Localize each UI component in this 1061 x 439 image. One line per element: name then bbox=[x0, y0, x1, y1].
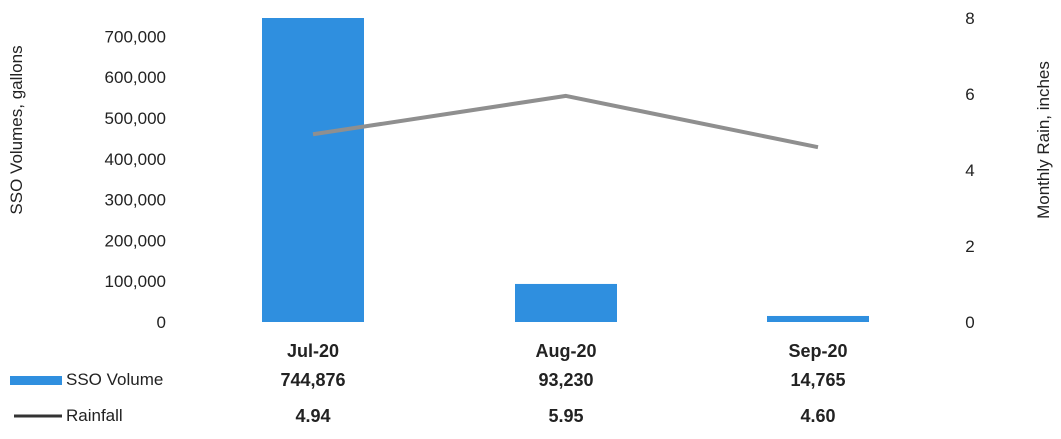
line-series bbox=[313, 96, 818, 147]
rainfall-line bbox=[313, 96, 818, 147]
table-value-sso-volume: 14,765 bbox=[790, 370, 845, 390]
table-value-rainfall: 4.60 bbox=[800, 406, 835, 426]
category-label: Jul-20 bbox=[287, 341, 339, 361]
y2-tick-label: 2 bbox=[965, 237, 974, 256]
y2-tick-label: 4 bbox=[965, 161, 974, 180]
right-axis-ticks: 0 2 4 6 8 bbox=[965, 9, 974, 332]
table-value-rainfall: 4.94 bbox=[295, 406, 330, 426]
y2-tick-label: 0 bbox=[965, 313, 974, 332]
y2-tick-label: 6 bbox=[965, 85, 974, 104]
legend-swatch-sso-volume bbox=[10, 376, 62, 385]
table-value-sso-volume: 93,230 bbox=[538, 370, 593, 390]
category-labels: Jul-20 Aug-20 Sep-20 bbox=[287, 341, 848, 361]
y-tick-label: 300,000 bbox=[105, 191, 166, 210]
y-tick-label: 200,000 bbox=[105, 231, 166, 250]
bar-sep-20 bbox=[767, 316, 869, 322]
y-tick-label: 0 bbox=[157, 313, 166, 332]
y-tick-label: 600,000 bbox=[105, 68, 166, 87]
bar-aug-20 bbox=[515, 284, 617, 322]
data-table: SSO Volume 744,876 93,230 14,765 Rainfall 4.9… bbox=[10, 370, 846, 426]
y-tick-label: 500,000 bbox=[105, 109, 166, 128]
legend-label-sso-volume: SSO Volume bbox=[66, 370, 163, 389]
legend-label-rainfall: Rainfall bbox=[66, 406, 123, 425]
table-value-rainfall: 5.95 bbox=[548, 406, 583, 426]
y2-axis-title: Monthly Rain, inches bbox=[1034, 61, 1053, 219]
table-value-sso-volume: 744,876 bbox=[280, 370, 345, 390]
category-label: Sep-20 bbox=[788, 341, 847, 361]
y-axis-title: SSO Volumes, gallons bbox=[7, 45, 26, 214]
left-axis-ticks: 0 100,000 200,000 300,000 400,000 500,000 600,… bbox=[105, 27, 166, 332]
category-label: Aug-20 bbox=[535, 341, 596, 361]
y2-tick-label: 8 bbox=[965, 9, 974, 28]
bar-jul-20 bbox=[262, 18, 364, 322]
y-tick-label: 400,000 bbox=[105, 150, 166, 169]
y-tick-label: 700,000 bbox=[105, 27, 166, 46]
y-tick-label: 100,000 bbox=[105, 272, 166, 291]
bar-series bbox=[262, 18, 869, 322]
